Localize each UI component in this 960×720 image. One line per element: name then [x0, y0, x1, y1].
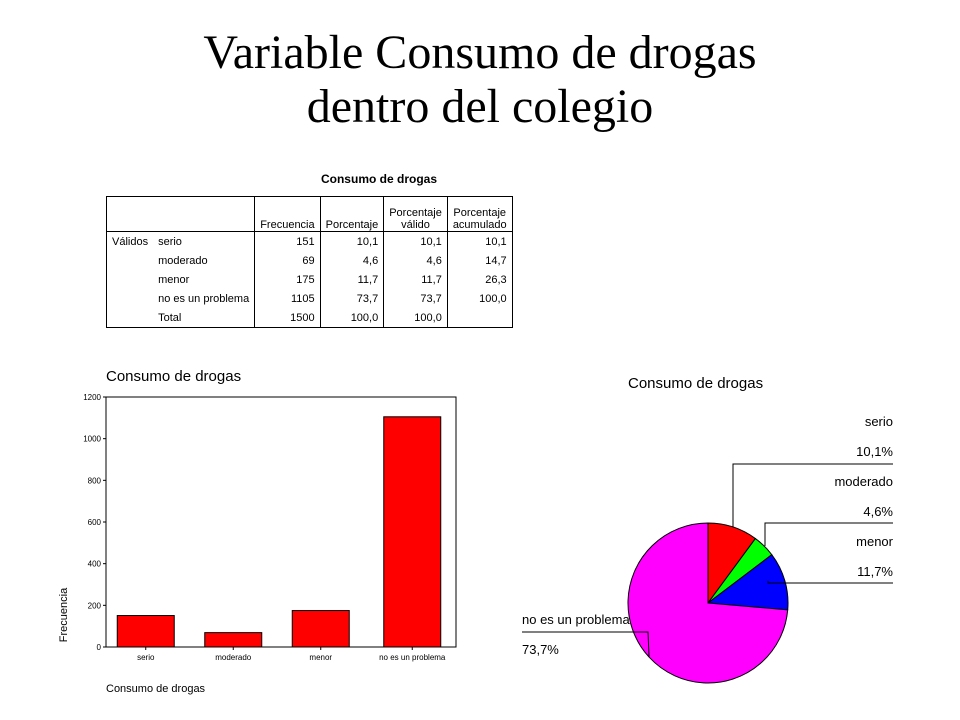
pie-leader-line [764, 522, 893, 547]
table-cell: Total [158, 311, 182, 324]
bar-chart-title: Consumo de drogas [106, 368, 241, 385]
pie-label-name: serio [865, 414, 893, 429]
table-header-cell: Porcentaje válido [383, 196, 448, 232]
pie-leader-line [732, 463, 893, 527]
pie-leader-line [767, 580, 893, 584]
table-cell: 11,7 [319, 270, 384, 289]
pie-label-value: 11,7% [857, 564, 893, 579]
table-cell: 100,0 [319, 308, 384, 328]
table-cell: moderado [158, 254, 208, 267]
y-tick-label: 1200 [83, 393, 101, 402]
table-cell: menor [158, 273, 190, 286]
bar [291, 610, 350, 648]
x-tick-label: menor [309, 653, 332, 662]
table-cell: 69 [254, 251, 321, 270]
slide-title: Variable Consumo de drogas dentro del co… [0, 26, 960, 134]
table-cell: 14,7 [446, 251, 513, 270]
y-axis-label: Frecuencia [58, 587, 70, 642]
table-cell: 73,7 [383, 289, 448, 308]
table-cell: 26,3 [446, 270, 513, 289]
pie-label-name: no es un problema [522, 612, 630, 627]
table-row: Total 1500 100,0 100,0 [107, 308, 513, 328]
table-cell: 151 [254, 231, 321, 251]
x-tick-label: no es un problema [379, 653, 446, 662]
pie-label-value: 73,7% [522, 642, 559, 657]
table-cell: 1500 [254, 308, 321, 328]
pie-leader-helper [768, 554, 785, 581]
bar-chart: Consumo de drogas 0 200 400 600 800 1000 1200 se… [58, 368, 457, 695]
slide-title-line-1: Variable Consumo de drogas [203, 26, 757, 79]
table-header-row: Frecuencia Porcentaje Porcentaje válido Porc… [106, 196, 513, 232]
slide-title-line-2: dentro del colegio [306, 80, 654, 133]
table-header-cell: Porcentaje [319, 196, 384, 232]
table-header-cell: Porcentaje acumulado [446, 196, 513, 232]
y-tick-label: 400 [88, 560, 102, 569]
table-title: Consumo de drogas [320, 172, 437, 186]
pie-chart-title: Consumo de drogas [628, 375, 763, 392]
table-cell: 10,1 [319, 231, 384, 251]
pie-slice [707, 537, 773, 604]
table-cell: 100,0 [446, 289, 513, 308]
table-cell: 100,0 [383, 308, 448, 328]
table-header-cell: Frecuencia [254, 196, 321, 232]
y-tick-label: 200 [88, 601, 102, 610]
pie-label-name: menor [856, 534, 894, 549]
pie-label-value: 4,6% [863, 504, 893, 519]
table-cell: 11,7 [383, 270, 448, 289]
table-row: no es un problema 1105 73,7 73,7 100,0 [107, 289, 513, 308]
table-header-cell [153, 196, 255, 232]
table-cell: 10,1 [446, 231, 513, 251]
bar [204, 632, 263, 648]
table-row: menor 175 11,7 11,7 26,3 [107, 270, 513, 289]
y-tick-label: 800 [88, 476, 102, 485]
table-cell [446, 308, 513, 328]
pie-label-value: 10,1% [856, 444, 893, 459]
y-tick-label: 600 [88, 518, 102, 527]
y-tick-label: 0 [97, 643, 102, 652]
table-header-cell [106, 196, 154, 232]
y-tick-label: 1000 [83, 435, 101, 444]
table-cell: 10,1 [383, 231, 448, 251]
table-cell: 175 [254, 270, 321, 289]
x-tick-label: moderado [215, 653, 252, 662]
table-cell: 4,6 [383, 251, 448, 270]
pie-leader-line [522, 631, 650, 658]
frequency-table: Frecuencia Porcentaje Porcentaje válido Porc… [106, 196, 513, 328]
table-cell: 1105 [254, 289, 321, 308]
table-cell: serio [158, 235, 182, 248]
table-row: Válidos serio 151 10,1 10,1 10,1 [107, 231, 513, 251]
x-tick-label: serio [137, 653, 155, 662]
table-cell: Válidos [112, 235, 149, 248]
table-row: moderado 69 4,6 4,6 14,7 [107, 251, 513, 270]
pie-label-name: moderado [834, 474, 893, 489]
table-cell: 73,7 [319, 289, 384, 308]
table-cell: no es un problema [158, 292, 250, 305]
bar [116, 615, 175, 648]
pie-slice [706, 554, 789, 611]
bar [383, 416, 442, 648]
pie-leader-helper [764, 494, 765, 546]
x-axis-label: Consumo de drogas [106, 683, 206, 695]
table-cell: 4,6 [319, 251, 384, 270]
pie-slice [627, 522, 789, 684]
pie-slice [707, 522, 757, 605]
